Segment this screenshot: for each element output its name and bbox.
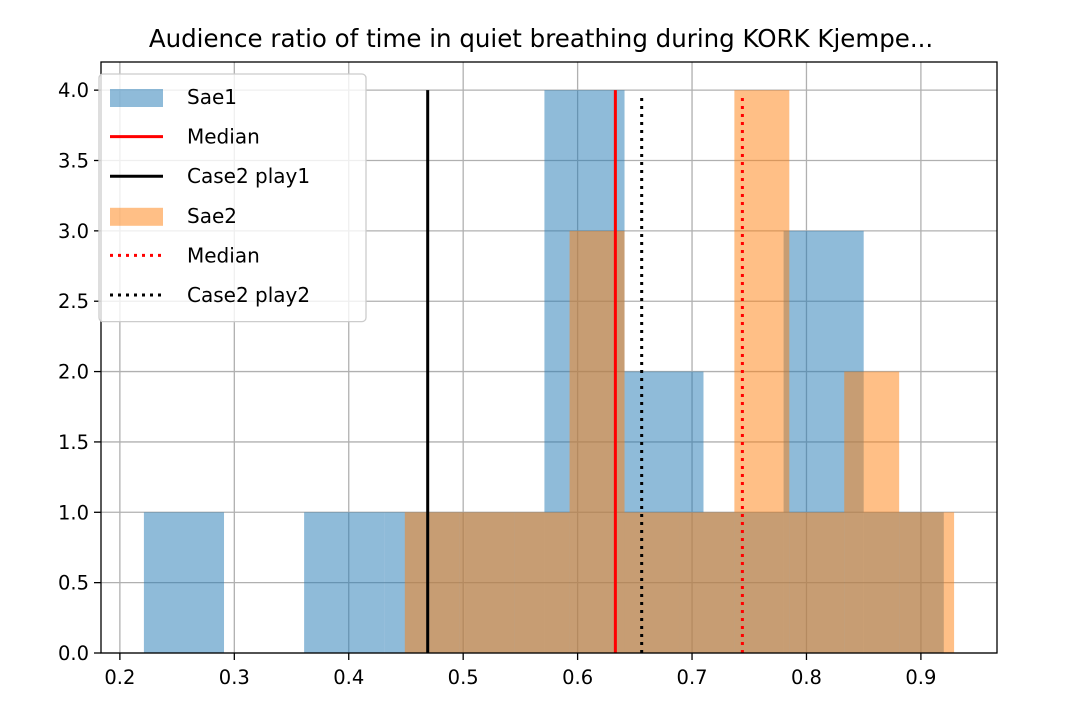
histogram-bar-sae2	[514, 512, 570, 653]
x-tick-label: 0.9	[905, 666, 936, 689]
y-tick-label: 1.0	[58, 501, 89, 524]
y-tick-label: 0.0	[58, 642, 89, 665]
reference-lines	[426, 90, 744, 653]
x-tick-label: 0.2	[104, 666, 135, 689]
legend-label: Sae1	[187, 85, 237, 109]
legend-swatch-sae1	[110, 89, 163, 107]
y-tick-label: 2.0	[58, 361, 89, 384]
y-tick-label: 3.5	[58, 150, 89, 173]
axis-ticks: 0.2 0.3 0.4 0.5 0.6 0.7 0.8 0.9 0.0 0.5 1.0 1.5 2.0 2…	[58, 79, 936, 689]
histogram-bar-sae2	[899, 512, 955, 653]
legend-swatch-sae2	[110, 207, 163, 226]
x-tick-label: 0.5	[448, 666, 479, 689]
histogram-bar-sae2	[679, 512, 735, 653]
y-tick-label: 2.5	[58, 290, 89, 313]
histogram-bar-sae2	[459, 512, 515, 653]
x-tick-label: 0.7	[677, 666, 708, 689]
legend-label: Median	[187, 125, 260, 149]
y-tick-label: 0.5	[58, 572, 89, 595]
legend-box	[98, 73, 367, 323]
legend-label: Case2 play2	[187, 283, 310, 307]
histogram-bar-sae2	[404, 512, 460, 653]
x-tick-label: 0.8	[791, 666, 822, 689]
x-tick-label: 0.4	[333, 666, 364, 689]
x-tick-label: 0.3	[219, 666, 250, 689]
legend: Sae1 Median Case2 play1 Sae2 Median Case2 pla…	[98, 73, 367, 323]
histogram-bar-sae1	[143, 512, 225, 653]
axes-frame	[100, 61, 998, 654]
x-tick-label: 0.6	[562, 666, 593, 689]
y-tick-label: 3.0	[58, 220, 89, 243]
y-tick-label: 1.5	[58, 431, 89, 454]
legend-label: Median	[187, 243, 260, 267]
chart-title: Audience ratio of time in quiet breathin…	[149, 24, 933, 53]
histogram-bar-sae2	[624, 512, 680, 653]
histogram-bar-sae2	[844, 371, 900, 653]
histogram-bar-sae2	[789, 512, 845, 653]
legend-label: Sae2	[187, 204, 237, 228]
histogram-bar-sae1	[304, 512, 385, 653]
histogram-bars	[143, 90, 955, 653]
y-tick-label: 4.0	[58, 79, 89, 102]
legend-label: Case2 play1	[187, 164, 310, 188]
